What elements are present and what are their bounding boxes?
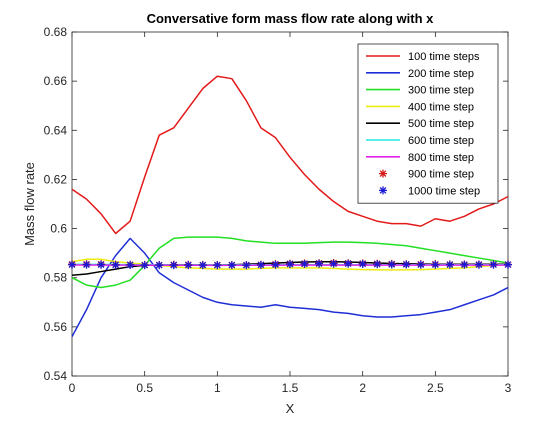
series-1000-time-step-point	[315, 260, 323, 268]
series-1000-time-step-point	[388, 260, 396, 268]
x-tick-label: 2	[359, 381, 366, 395]
x-tick-label: 2.5	[427, 381, 444, 395]
y-tick-label: 0.68	[44, 25, 68, 39]
series-1000-time-step-point	[373, 260, 381, 268]
series-1000-time-step-point	[301, 260, 309, 268]
series-1000-time-step-point	[417, 261, 425, 269]
series-1000-time-step-point	[170, 261, 178, 269]
series-1000-time-step-point	[112, 261, 120, 269]
series-1000-time-step-point	[155, 261, 163, 269]
y-axis-label: Mass flow rate	[22, 162, 37, 246]
series-1000-time-step-point	[344, 260, 352, 268]
series-1000-time-step-point	[97, 261, 105, 269]
series-1000-time-step-point	[286, 260, 294, 268]
x-tick-label: 0	[69, 381, 76, 395]
series-1000-time-step-point	[213, 261, 221, 269]
x-tick-label: 1	[214, 381, 221, 395]
series-1000-time-step-point	[475, 261, 483, 269]
series-1000-time-step-point	[242, 261, 250, 269]
legend-label: 900 time step	[408, 169, 474, 181]
y-tick-label: 0.54	[44, 369, 68, 383]
y-tick-label: 0.62	[44, 172, 68, 186]
series-1000-time-step-point	[126, 261, 134, 269]
series-1000-time-step-point	[184, 261, 192, 269]
series-1000-time-step-point	[504, 261, 512, 269]
series-1000-time-step-point	[431, 261, 439, 269]
series-1000-time-step-point	[141, 261, 149, 269]
series-1000-time-step-point	[199, 261, 207, 269]
series-1000-time-step-point	[489, 261, 497, 269]
y-tick-label: 0.66	[44, 74, 68, 88]
legend-swatch	[379, 186, 387, 194]
y-tick-label: 0.56	[44, 320, 68, 334]
legend-label: 300 time step	[408, 85, 474, 97]
series-1000-time-step-point	[83, 261, 91, 269]
series-1000-time-step-point	[228, 261, 236, 269]
series-1000-time-step-point	[68, 261, 76, 269]
legend-label: 1000 time step	[408, 185, 480, 197]
legend-label: 400 time step	[408, 101, 474, 113]
legend-label: 100 time steps	[408, 51, 480, 63]
series-1000-time-step-point	[271, 261, 279, 269]
legend-label: 200 time step	[408, 68, 474, 80]
legend-label: 500 time step	[408, 118, 474, 130]
x-axis-label: X	[286, 401, 295, 416]
series-1000-time-step-point	[257, 261, 265, 269]
x-tick-label: 3	[505, 381, 512, 395]
series-1000-time-step-point	[460, 261, 468, 269]
series-1000-time-step-point	[359, 260, 367, 268]
series-1000-time-step-point	[402, 260, 410, 268]
y-tick-label: 0.58	[44, 271, 68, 285]
legend: 100 time steps 200 time step 300 time step…	[358, 44, 498, 203]
legend-swatch	[379, 170, 387, 178]
series-1000-time-step-point	[446, 261, 454, 269]
legend-label: 600 time step	[408, 135, 474, 147]
x-tick-label: 0.5	[136, 381, 153, 395]
series-1000-time-step-point	[330, 260, 338, 268]
y-tick-label: 0.6	[50, 222, 67, 236]
y-tick-label: 0.64	[44, 123, 68, 137]
x-tick-label: 1.5	[282, 381, 299, 395]
chart-title: Conversative form mass flow rate along w…	[147, 11, 435, 26]
legend-label: 800 time step	[408, 152, 474, 164]
